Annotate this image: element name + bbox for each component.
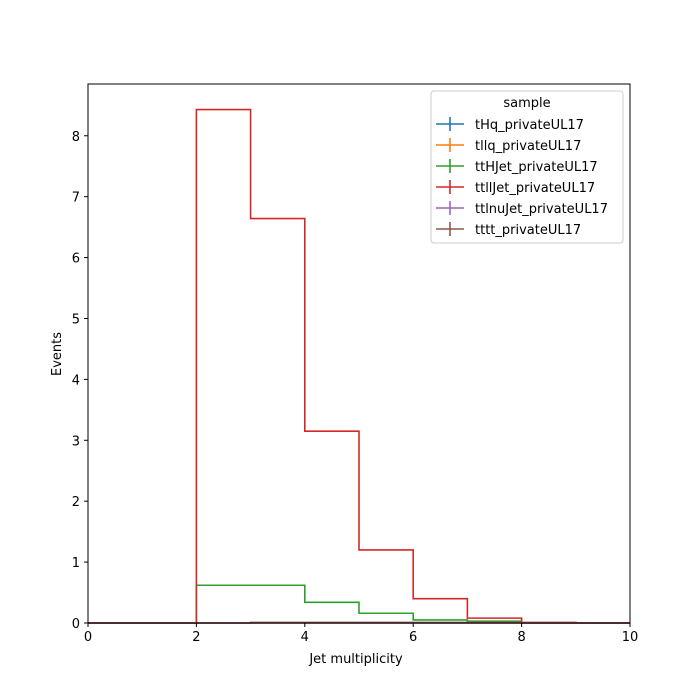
y-tick-label-0: 0 [72, 617, 80, 632]
x-tick-label-5: 10 [622, 630, 639, 645]
legend-label-5: tttt_privateUL17 [475, 223, 581, 238]
x-tick-label-3: 6 [409, 630, 417, 645]
x-tick-label-2: 4 [301, 630, 309, 645]
x-tick-label-1: 2 [192, 630, 200, 645]
legend-title: sample [503, 96, 550, 111]
legend-box [430, 90, 624, 244]
y-tick-label-5: 5 [72, 312, 80, 327]
x-axis-label: Jet multiplicity [308, 652, 403, 667]
y-tick-label-7: 7 [72, 191, 80, 206]
legend-label-0: tHq_privateUL17 [475, 118, 584, 133]
axes-frame [87, 83, 631, 624]
y-tick-label-4: 4 [72, 373, 80, 388]
y-tick-label-2: 2 [72, 495, 80, 510]
x-tick-label-0: 0 [84, 630, 92, 645]
legend: sample tHq_privateUL17 tllq_privateUL17 ttH… [430, 90, 624, 244]
axes: 0 2 4 6 8 10 0 1 2 3 4 5 6 7 8 [72, 83, 639, 645]
y-tick-label-8: 8 [72, 130, 80, 145]
legend-label-4: ttlnuJet_privateUL17 [475, 202, 608, 217]
legend-label-1: tllq_privateUL17 [475, 139, 581, 154]
x-tick-label-4: 8 [517, 630, 525, 645]
y-tick-label-3: 3 [72, 434, 80, 449]
legend-label-3: ttllJet_privateUL17 [475, 181, 595, 196]
y-axis-label: Events [50, 332, 65, 376]
y-tick-label-6: 6 [72, 252, 80, 267]
y-tick-label-1: 1 [72, 556, 80, 571]
legend-label-2: ttHJet_privateUL17 [475, 160, 598, 175]
